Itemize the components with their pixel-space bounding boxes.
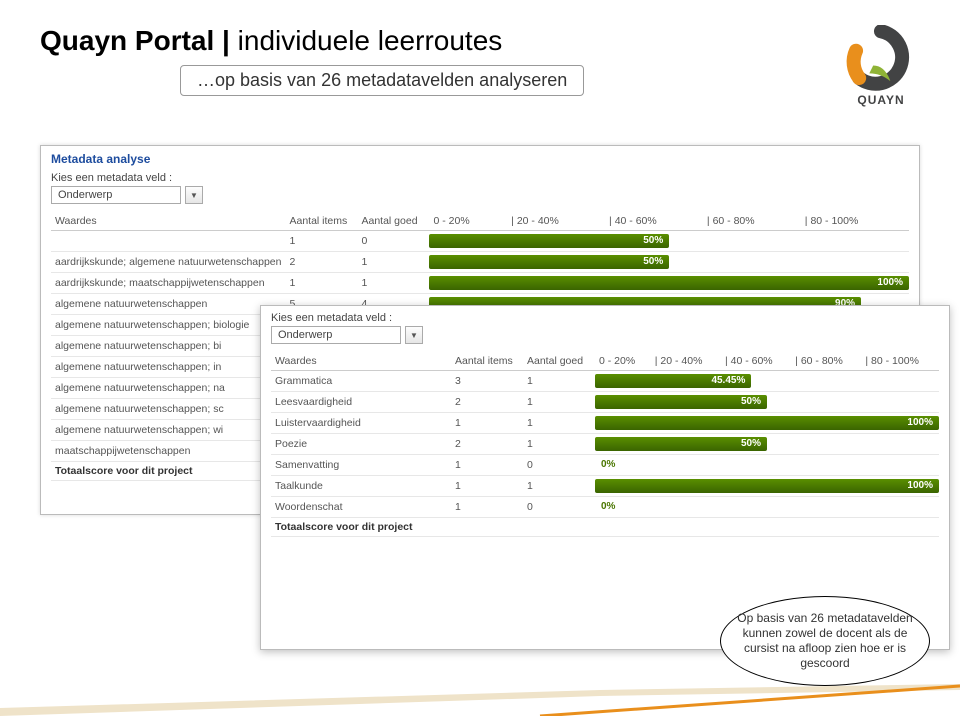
col-items: Aantal items (451, 352, 523, 371)
table-row: 10 50% (51, 231, 909, 252)
cell-goed: 0 (357, 231, 429, 252)
cell-waardes: aardrijkskunde; maatschappijwetenschappe… (51, 273, 285, 294)
cell-waardes: maatschappijwetenschappen (51, 441, 285, 462)
cell-waardes: Woordenschat (271, 497, 451, 518)
score-label: 100% (907, 479, 939, 493)
cell-waardes: algemene natuurwetenschappen; sc (51, 399, 285, 420)
score-label: 50% (741, 437, 767, 451)
col-waardes: Waardes (51, 212, 285, 231)
title-sep: | (214, 25, 237, 56)
table-row: Woordenschat100% (271, 497, 939, 518)
cell-items: 1 (451, 497, 523, 518)
col-bucket: | 40 - 60% (721, 352, 791, 371)
col-goed: Aantal goed (523, 352, 595, 371)
cell-items: 1 (451, 413, 523, 434)
col-bucket: 0 - 20% (595, 352, 651, 371)
score-bar (595, 479, 939, 493)
score-bar (595, 416, 939, 430)
cell-goed: 1 (357, 252, 429, 273)
annotation-bubble: Op basis van 26 metadatavelden kunnen zo… (720, 596, 930, 686)
cell-items: 1 (285, 231, 357, 252)
cell-waardes: Grammatica (271, 371, 451, 392)
cell-waardes: algemene natuurwetenschappen; bi (51, 336, 285, 357)
title-strong: Quayn Portal (40, 25, 214, 56)
quayn-logo: QUAYN (842, 25, 920, 103)
table-row: Grammatica31 45.45% (271, 371, 939, 392)
cell-items: 3 (451, 371, 523, 392)
table-row: Samenvatting100% (271, 455, 939, 476)
table-row: aardrijkskunde; algemene natuurwetenscha… (51, 252, 909, 273)
col-bucket: | 60 - 80% (703, 212, 801, 231)
table-row: Leesvaardigheid21 50% (271, 392, 939, 413)
cell-waardes: Poezie (271, 434, 451, 455)
cell-goed: 1 (523, 476, 595, 497)
cell-waardes: algemene natuurwetenschappen; biologie (51, 315, 285, 336)
col-bucket: | 40 - 60% (605, 212, 703, 231)
table-row: Poezie21 50% (271, 434, 939, 455)
score-label: 50% (741, 395, 767, 409)
cell-items: 2 (285, 252, 357, 273)
meta-dropdown-value: Onderwerp (51, 186, 181, 204)
meta-dropdown-front[interactable]: Onderwerp ▼ (271, 326, 939, 344)
cell-items: 2 (451, 434, 523, 455)
cell-waardes: Luistervaardigheid (271, 413, 451, 434)
cell-items: 1 (451, 455, 523, 476)
col-bucket: | 20 - 40% (507, 212, 605, 231)
chevron-down-icon[interactable]: ▼ (405, 326, 423, 344)
cell-waardes: Leesvaardigheid (271, 392, 451, 413)
score-label: 100% (877, 276, 909, 290)
col-bucket: | 60 - 80% (791, 352, 861, 371)
table-row: aardrijkskunde; maatschappijwetenschappe… (51, 273, 909, 294)
cell-goed: 1 (357, 273, 429, 294)
page-title: Quayn Portal | individuele leerroutes (40, 25, 584, 57)
cell-waardes: Taalkunde (271, 476, 451, 497)
score-label: 45.45% (711, 374, 751, 388)
total-label: Totaalscore voor dit project (271, 518, 939, 537)
col-bucket: | 80 - 100% (861, 352, 939, 371)
col-items: Aantal items (285, 212, 357, 231)
table-row: Taalkunde11100% (271, 476, 939, 497)
cell-goed: 0 (523, 497, 595, 518)
col-bucket: 0 - 20% (429, 212, 507, 231)
table-row: Luistervaardigheid11100% (271, 413, 939, 434)
cell-waardes: algemene natuurwetenschappen; na (51, 378, 285, 399)
col-bucket: | 80 - 100% (801, 212, 909, 231)
cell-goed: 1 (523, 371, 595, 392)
cell-waardes: algemene natuurwetenschappen (51, 294, 285, 315)
meta-dropdown-value-front: Onderwerp (271, 326, 401, 344)
cell-waardes: aardrijkskunde; algemene natuurwetenscha… (51, 252, 285, 273)
cell-waardes: algemene natuurwetenschappen; in (51, 357, 285, 378)
meta-dropdown[interactable]: Onderwerp ▼ (51, 186, 909, 204)
total-row: Totaalscore voor dit project (271, 518, 939, 537)
cell-goed: 1 (523, 413, 595, 434)
cell-goed: 0 (523, 455, 595, 476)
chevron-down-icon[interactable]: ▼ (185, 186, 203, 204)
col-bucket: | 20 - 40% (651, 352, 721, 371)
meta-field-label-front: Kies een metadata veld : (271, 312, 939, 324)
col-goed: Aantal goed (357, 212, 429, 231)
cell-goed: 1 (523, 392, 595, 413)
score-bar (429, 255, 669, 269)
cell-items: 2 (451, 392, 523, 413)
cell-waardes (51, 231, 285, 252)
subtitle: …op basis van 26 metadatavelden analyser… (180, 65, 584, 96)
cell-waardes: algemene natuurwetenschappen; wi (51, 420, 285, 441)
cell-items: 1 (451, 476, 523, 497)
score-label: 0% (595, 458, 615, 472)
score-label: 50% (643, 255, 669, 269)
meta-field-label: Kies een metadata veld : (51, 172, 909, 184)
score-bar (429, 234, 669, 248)
panel-title: Metadata analyse (51, 152, 909, 166)
cell-goed: 1 (523, 434, 595, 455)
brand-text: QUAYN (842, 93, 920, 107)
score-label: 50% (643, 234, 669, 248)
title-light: individuele leerroutes (238, 25, 503, 56)
score-bar (429, 276, 909, 290)
cell-waardes: Samenvatting (271, 455, 451, 476)
cell-items: 1 (285, 273, 357, 294)
col-waardes: Waardes (271, 352, 451, 371)
score-label: 100% (907, 416, 939, 430)
score-label: 0% (595, 500, 615, 514)
